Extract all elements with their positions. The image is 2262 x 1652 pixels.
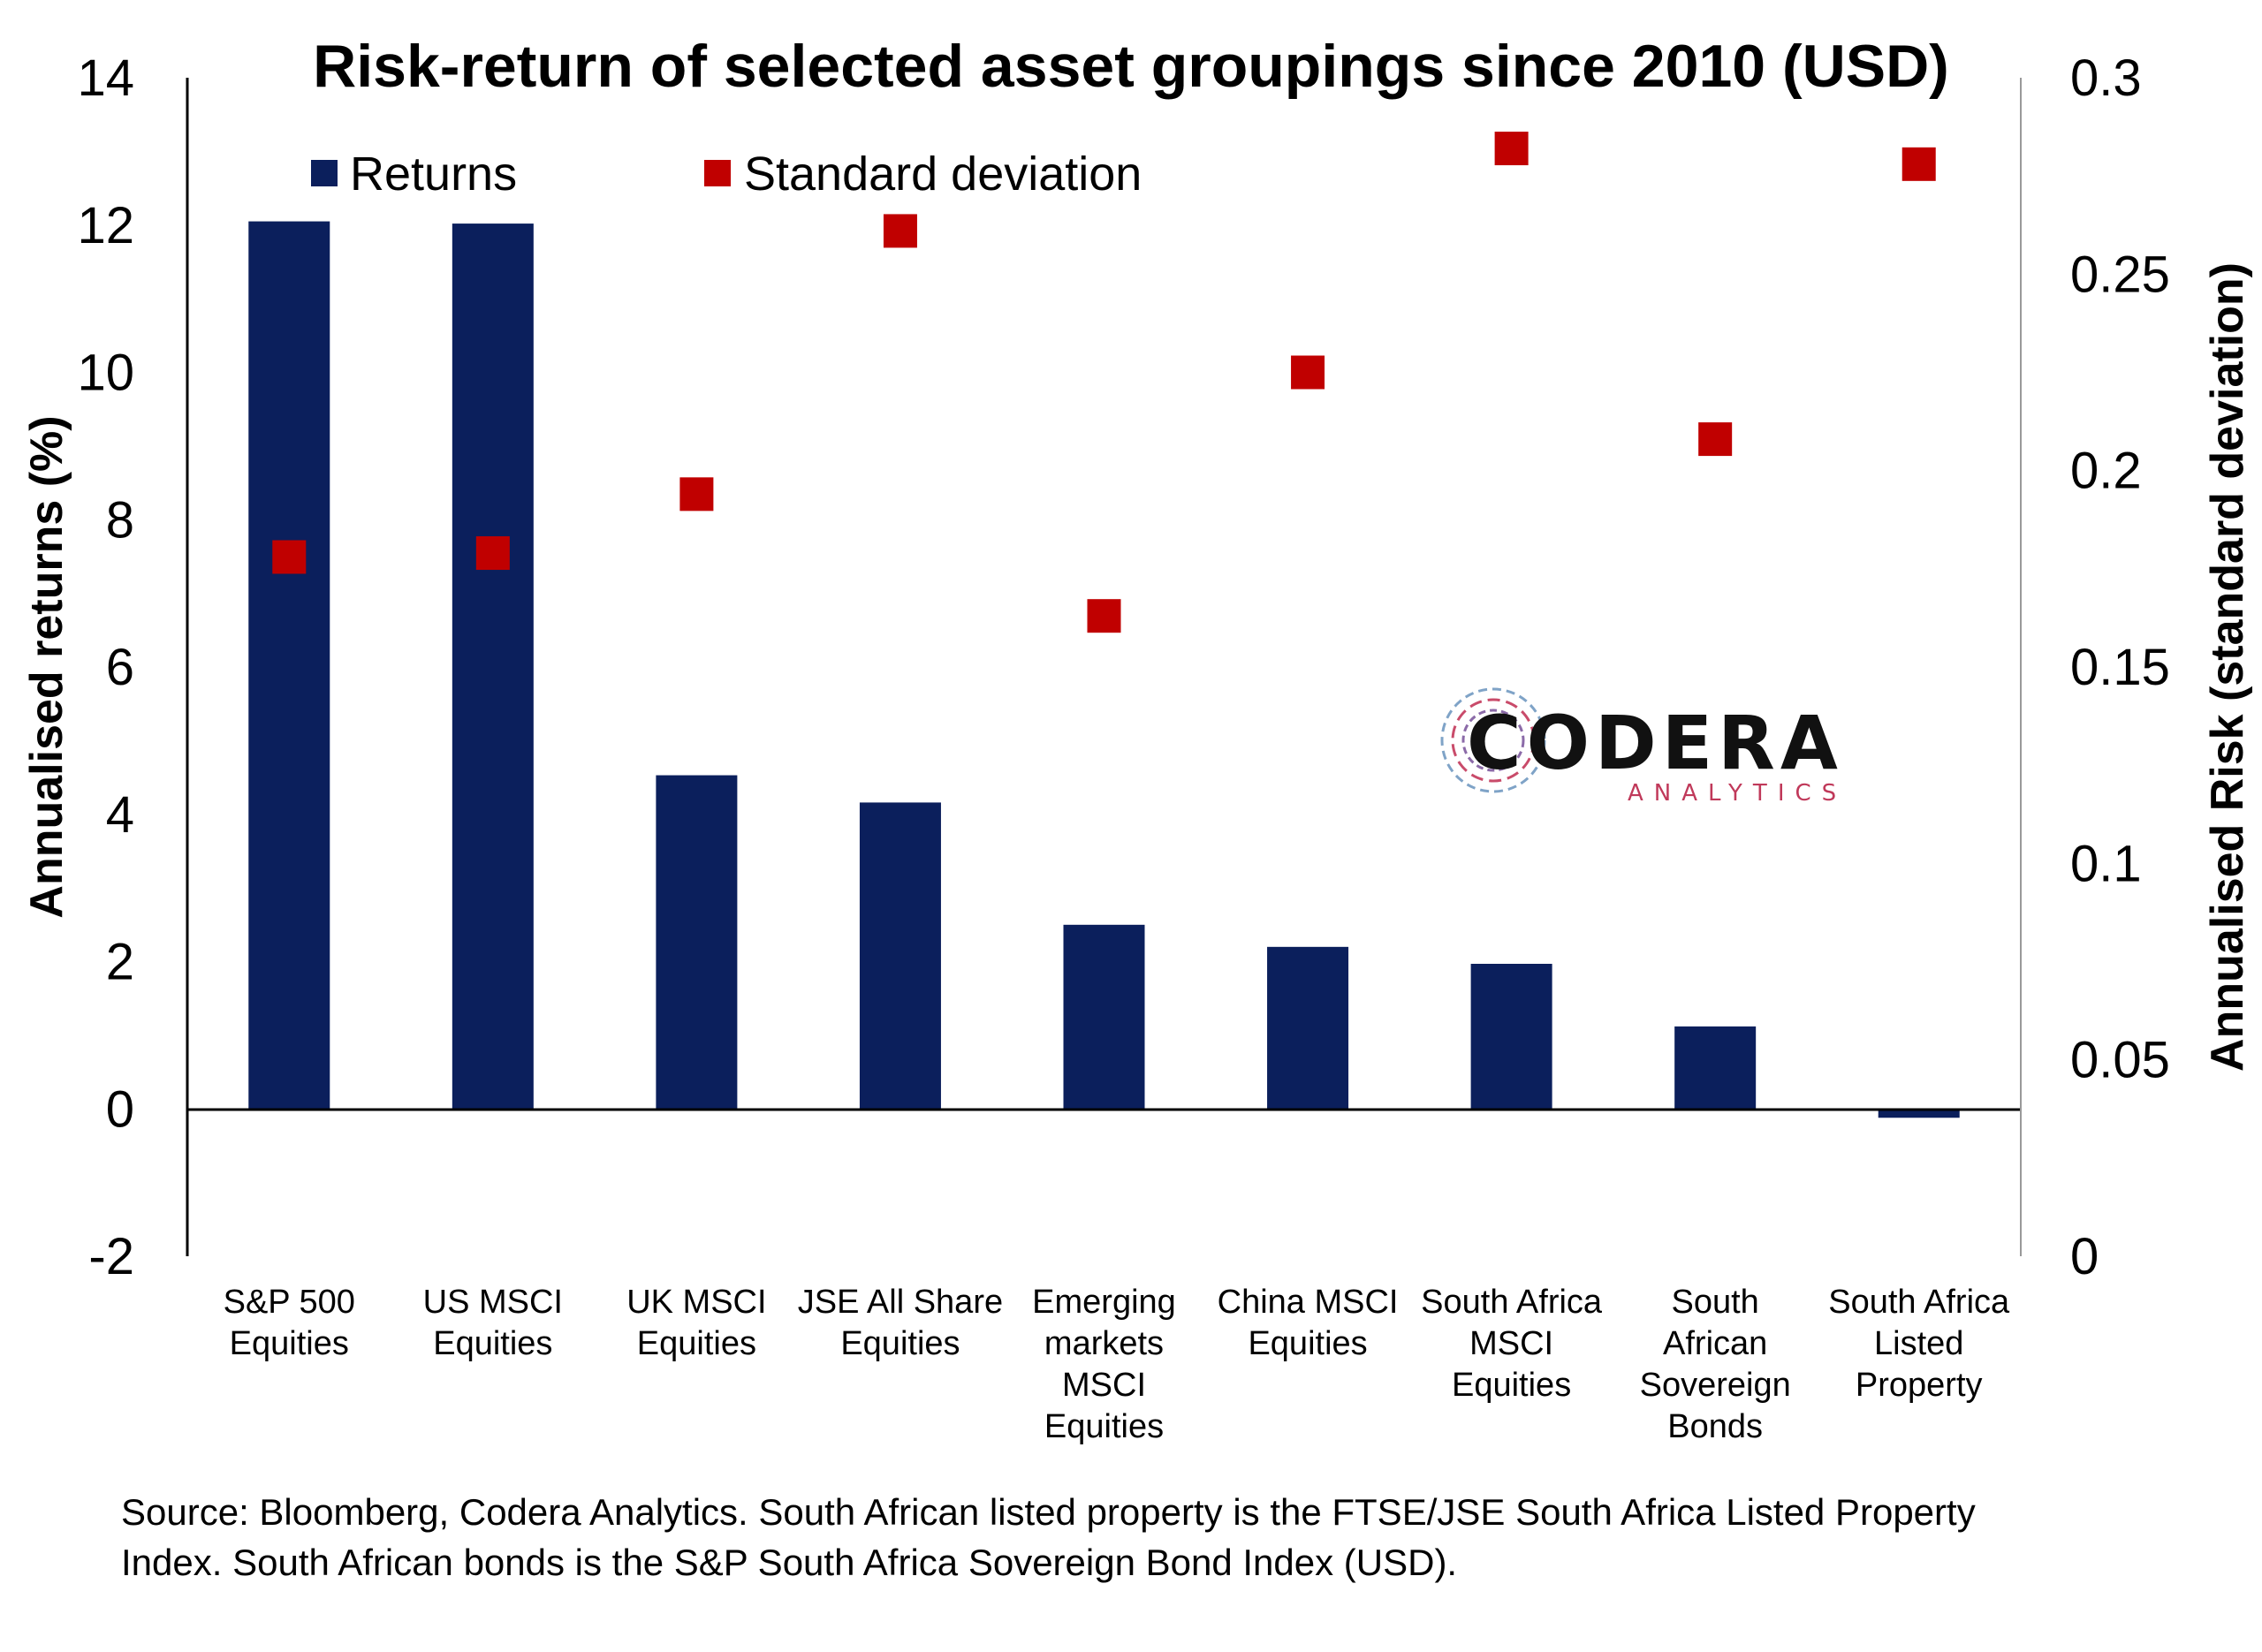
stddev-markers	[272, 132, 1936, 633]
category-label: South Africa Listed Property	[1828, 1284, 2010, 1404]
left-tick-label: 6	[106, 639, 134, 696]
category-label-line: China MSCI	[1218, 1284, 1399, 1321]
codera-logo: CODERA ANALYTICS	[1440, 687, 1847, 807]
stddev-marker	[1291, 355, 1325, 390]
source-line-2: Index. South African bonds is the S&P So…	[121, 1542, 1458, 1583]
left-tick-label: 10	[77, 345, 134, 402]
category-labels: S&P 500 Equities US MSCI Equities UK MSCI Equ…	[224, 1284, 2010, 1445]
legend-returns-label: Returns	[350, 148, 517, 201]
logo-wordmark: CODERA	[1467, 700, 1843, 786]
category-label-line: Property	[1856, 1367, 1983, 1404]
category-label-line: S&P 500	[224, 1284, 355, 1321]
category-label-line: JSE All Share	[798, 1284, 1003, 1321]
right-tick-label: 0.2	[2070, 443, 2142, 500]
right-tick-label: 0	[2070, 1228, 2099, 1285]
category-label-line: Equities	[1452, 1367, 1571, 1404]
returns-bars	[248, 221, 1960, 1118]
category-label-line: Equities	[840, 1325, 960, 1362]
category-label: South African Sovereign Bonds	[1640, 1284, 1791, 1445]
category-label: US MSCI Equities	[423, 1284, 563, 1362]
stddev-marker	[1698, 422, 1733, 457]
stddev-marker	[272, 540, 307, 574]
stddev-marker	[1087, 599, 1121, 633]
logo-subtitle: ANALYTICS	[1628, 780, 1847, 807]
left-tick-label: 8	[106, 491, 134, 549]
left-tick-label: -2	[88, 1228, 134, 1285]
legend-stddev-label: Standard deviation	[744, 148, 1142, 201]
stddev-marker	[1494, 132, 1529, 166]
category-label-line: African	[1663, 1325, 1767, 1362]
stddev-marker	[679, 477, 714, 512]
returns-bar	[1674, 1026, 1757, 1110]
category-label-line: Equities	[433, 1325, 552, 1362]
category-label: UK MSCI Equities	[626, 1284, 766, 1362]
left-tick-label: 4	[106, 786, 134, 844]
left-tick-label: 14	[77, 49, 134, 107]
returns-bar	[656, 775, 738, 1110]
left-axis-ticks: -2 0 2 4 6 8 10 12 14	[77, 49, 134, 1285]
category-label: JSE All Share Equities	[798, 1284, 1003, 1362]
legend: Returns Standard deviation	[311, 148, 1142, 201]
category-label: China MSCI Equities	[1218, 1284, 1399, 1362]
category-label-line: Bonds	[1667, 1408, 1763, 1445]
legend-returns-swatch	[311, 160, 338, 186]
category-label-line: US MSCI	[423, 1284, 563, 1321]
category-label-line: Equities	[637, 1325, 756, 1362]
category-label-line: South Africa	[1828, 1284, 2010, 1321]
stddev-marker	[883, 214, 917, 248]
category-label-line: South Africa	[1421, 1284, 1603, 1321]
category-label-line: UK MSCI	[626, 1284, 766, 1321]
right-tick-label: 0.1	[2070, 835, 2142, 892]
returns-bar	[248, 221, 330, 1110]
returns-bar	[1470, 964, 1552, 1110]
category-label-line: Equities	[1248, 1325, 1367, 1362]
category-label-line: markets	[1044, 1325, 1164, 1362]
right-tick-label: 0.25	[2070, 246, 2170, 303]
source-note: Source: Bloomberg, Codera Analytics. Sou…	[121, 1487, 2189, 1588]
returns-bar	[1878, 1109, 1960, 1118]
returns-bar	[452, 224, 534, 1110]
category-label: Emerging markets MSCI Equities	[1032, 1284, 1176, 1445]
right-tick-label: 0.05	[2070, 1032, 2170, 1089]
stddev-marker	[1901, 147, 1936, 181]
right-axis-title: Annualised Risk (standard deviation)	[2202, 262, 2253, 1072]
category-label-line: Equities	[230, 1325, 349, 1362]
returns-bar	[1063, 924, 1145, 1110]
category-label-line: MSCI	[1062, 1367, 1146, 1404]
returns-bar	[859, 802, 941, 1110]
logo-mark-icon	[1440, 687, 1546, 793]
left-tick-label: 0	[106, 1080, 134, 1138]
left-tick-label: 12	[77, 197, 134, 254]
source-line-1: Source: Bloomberg, Codera Analytics. Sou…	[121, 1491, 1976, 1533]
legend-stddev-swatch	[704, 160, 731, 186]
category-label: South Africa MSCI Equities	[1421, 1284, 1603, 1404]
category-label-line: Listed	[1874, 1325, 1963, 1362]
category-label-line: Equities	[1044, 1408, 1164, 1445]
left-axis-title: Annualised returns (%)	[21, 415, 72, 918]
category-label-line: MSCI	[1469, 1325, 1553, 1362]
right-axis-ticks: 0 0.05 0.1 0.15 0.2 0.25 0.3	[2070, 49, 2170, 1285]
right-tick-label: 0.3	[2070, 49, 2142, 107]
stddev-marker	[475, 536, 510, 571]
left-tick-label: 2	[106, 934, 134, 991]
chart-title: Risk-return of selected asset groupings …	[313, 33, 1949, 100]
category-label-line: Sovereign	[1640, 1367, 1791, 1404]
category-label: S&P 500 Equities	[224, 1284, 355, 1362]
category-label-line: South	[1672, 1284, 1759, 1321]
returns-bar	[1267, 946, 1349, 1110]
category-label-line: Emerging	[1032, 1284, 1176, 1321]
right-tick-label: 0.15	[2070, 639, 2170, 696]
